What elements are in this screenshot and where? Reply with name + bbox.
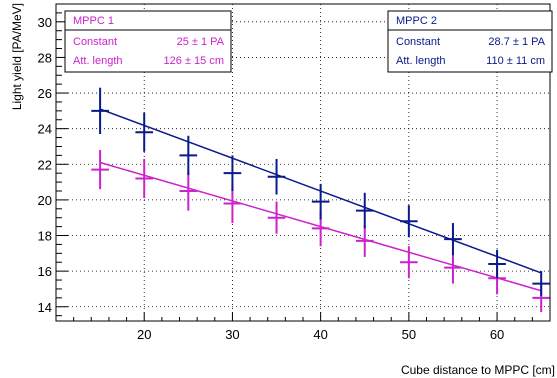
legend-mppc1-att-value: 126 ± 15 cm [164, 55, 224, 67]
legend-mppc2: MPPC 2 Constant 28.7 ± 1 PA Att. length … [387, 10, 553, 73]
series-1-data-point [135, 158, 154, 199]
legend-mppc2-att-value: 110 ± 11 cm [486, 55, 545, 67]
legend-mppc1: MPPC 1 Constant 25 ± 1 PA Att. length 12… [64, 10, 232, 73]
legend-mppc1-constant-label: Constant [73, 36, 117, 48]
x-axis-title: Cube distance to MPPC [cm] [401, 363, 555, 377]
y-tick-label: 30 [38, 15, 52, 30]
series-1-data-point [267, 201, 286, 234]
x-tick-label: 30 [225, 327, 239, 342]
series-1-data-point [355, 224, 374, 257]
series-2-data-point [223, 155, 242, 191]
series-1-data-point [400, 246, 418, 279]
x-tick-label: 40 [313, 327, 327, 342]
x-tick-label: 20 [137, 327, 151, 342]
y-tick-label: 26 [38, 86, 52, 101]
series-2-data-point [179, 135, 198, 175]
axis-ticks: 20 30 40 50 60 14 16 18 20 22 24 26 28 30 [38, 3, 551, 342]
series-2-data-point [532, 271, 550, 297]
series-2-data-point [488, 249, 506, 279]
y-tick-label: 16 [38, 264, 52, 279]
legend-mppc1-box [64, 10, 232, 73]
series-2-data-point [444, 223, 462, 256]
y-axis-title: Light yield [PA/MeV] [10, 3, 24, 110]
x-tick-label: 50 [402, 327, 416, 342]
legend-mppc2-box [387, 10, 553, 73]
legend-mppc1-constant-value: 25 ± 1 PA [177, 36, 225, 48]
series-1-data-point [444, 251, 462, 284]
series-2-data-point [135, 112, 154, 152]
series-2-data-point [400, 205, 418, 238]
legend-mppc1-att-label: Att. length [73, 55, 123, 67]
series-2-data-point [311, 183, 330, 220]
legend-mppc2-att-label: Att. length [396, 55, 446, 67]
series-2-data-point [355, 192, 374, 229]
y-tick-label: 22 [38, 157, 52, 172]
y-tick-label: 18 [38, 229, 52, 244]
legend-mppc2-constant-value: 28.7 ± 1 PA [488, 36, 545, 48]
series-1-data-point [91, 150, 109, 190]
y-tick-label: 14 [38, 300, 52, 315]
series-2-data-point [91, 87, 109, 135]
series-1-data-point [179, 171, 198, 211]
data-points [91, 87, 550, 313]
legend-mppc2-constant-label: Constant [396, 36, 440, 48]
y-tick-label: 24 [38, 122, 52, 137]
legend-mppc2-title: MPPC 2 [396, 15, 437, 27]
y-tick-label: 20 [38, 193, 52, 208]
series-2-data-point [267, 158, 286, 195]
y-tick-label: 28 [38, 50, 52, 65]
legend-mppc1-title: MPPC 1 [73, 15, 114, 27]
x-tick-label: 60 [490, 327, 504, 342]
